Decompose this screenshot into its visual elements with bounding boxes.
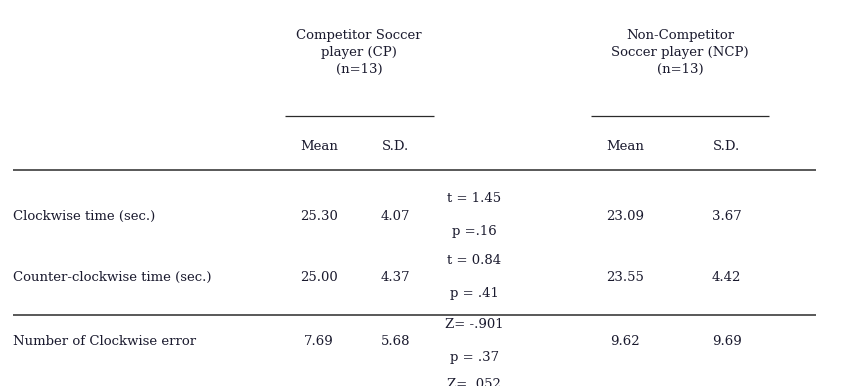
Text: Non-Competitor
Soccer player (NCP)
(n=13): Non-Competitor Soccer player (NCP) (n=13…: [611, 29, 749, 76]
Text: 9.62: 9.62: [610, 335, 639, 348]
Text: Mean: Mean: [300, 140, 337, 153]
Text: p = .37: p = .37: [450, 350, 499, 364]
Text: p = .41: p = .41: [450, 287, 499, 300]
Text: t = 1.45: t = 1.45: [447, 192, 502, 205]
Text: 4.42: 4.42: [712, 271, 741, 284]
Text: 5.68: 5.68: [381, 335, 410, 348]
Text: 25.30: 25.30: [300, 210, 337, 223]
Text: 3.67: 3.67: [711, 210, 741, 223]
Text: 7.69: 7.69: [304, 335, 333, 348]
Text: 25.00: 25.00: [300, 271, 337, 284]
Text: t = 0.84: t = 0.84: [447, 254, 502, 267]
Text: p =.16: p =.16: [452, 225, 496, 238]
Text: Counter-clockwise time (sec.): Counter-clockwise time (sec.): [13, 271, 212, 284]
Text: Mean: Mean: [606, 140, 643, 153]
Text: 4.07: 4.07: [381, 210, 410, 223]
Text: 23.09: 23.09: [606, 210, 643, 223]
Text: 9.69: 9.69: [711, 335, 741, 348]
Text: 4.37: 4.37: [381, 271, 410, 284]
Text: 23.55: 23.55: [606, 271, 643, 284]
Text: Competitor Soccer
player (CP)
(n=13): Competitor Soccer player (CP) (n=13): [297, 29, 422, 76]
Text: Number of Clockwise error: Number of Clockwise error: [13, 335, 196, 348]
Text: S.D.: S.D.: [713, 140, 740, 153]
Text: Z= .052: Z= .052: [447, 378, 502, 386]
Text: S.D.: S.D.: [382, 140, 409, 153]
Text: Clockwise time (sec.): Clockwise time (sec.): [13, 210, 155, 223]
Text: Z= -.901: Z= -.901: [445, 318, 503, 331]
